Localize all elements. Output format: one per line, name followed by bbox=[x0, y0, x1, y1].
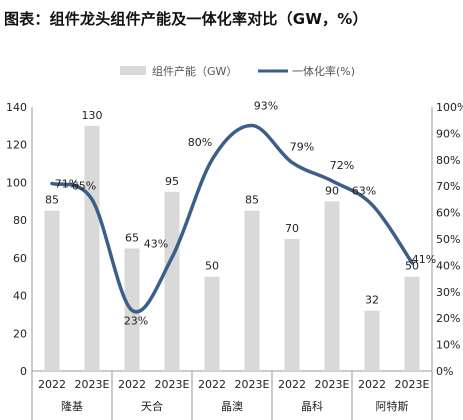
y-right-tick-label: 80% bbox=[436, 154, 460, 167]
chart-title: 图表：组件龙头组件产能及一体化率对比（GW，%） bbox=[4, 10, 368, 28]
bar-series bbox=[44, 125, 420, 371]
x-tick-label: 2022 bbox=[38, 378, 66, 391]
y-right-tick-label: 50% bbox=[436, 233, 460, 246]
y-left-tick-label: 100 bbox=[6, 176, 27, 189]
x-tick-label: 2022 bbox=[358, 378, 386, 391]
y-right-tick-label: 40% bbox=[436, 259, 460, 272]
y-right-tick-label: 70% bbox=[436, 180, 460, 193]
bar-value-label: 95 bbox=[165, 175, 179, 188]
x-tick-label: 2022 bbox=[118, 378, 146, 391]
x-tick-label: 2023E bbox=[395, 378, 430, 391]
group-label: 晶科 bbox=[301, 399, 323, 413]
integration-rate-line bbox=[50, 123, 414, 314]
bar bbox=[204, 276, 220, 371]
bar bbox=[44, 210, 60, 371]
line-value-label: 79% bbox=[290, 140, 314, 153]
bar-value-label: 90 bbox=[325, 184, 339, 197]
y-right-tick-label: 30% bbox=[436, 286, 460, 299]
y-right-tick-label: 20% bbox=[436, 312, 460, 325]
bar bbox=[284, 239, 300, 371]
line-value-label: 63% bbox=[352, 185, 376, 198]
y-right-tick-label: 0% bbox=[436, 365, 453, 378]
line-value-label: 93% bbox=[254, 99, 278, 112]
group-label: 隆基 bbox=[61, 399, 83, 413]
y-left-tick-label: 120 bbox=[6, 139, 27, 152]
legend: 组件产能（GW） 一体化率(%) bbox=[120, 64, 355, 78]
bar-value-label: 50 bbox=[205, 260, 219, 273]
y-left-tick-label: 20 bbox=[13, 327, 27, 340]
y-right-tick-label: 10% bbox=[436, 339, 460, 352]
x-tick-label: 2023E bbox=[315, 378, 350, 391]
y-right-tick-label: 100% bbox=[436, 101, 463, 114]
group-label: 晶澳 bbox=[221, 400, 243, 413]
group-label: 天合 bbox=[141, 399, 163, 413]
bar bbox=[84, 125, 100, 371]
bar bbox=[404, 276, 420, 371]
y-right-tick-label: 60% bbox=[436, 207, 460, 220]
y-left-tick-label: 80 bbox=[13, 214, 27, 227]
legend-bar-swatch bbox=[120, 66, 146, 75]
bar-value-label: 85 bbox=[45, 194, 59, 207]
x-tick-label: 2023E bbox=[75, 378, 110, 391]
x-tick-label: 2023E bbox=[235, 378, 270, 391]
axes: 0 20 40 60 80 100 120 140 0% 10% 20% 30% 40% 50% 60% 70… bbox=[6, 101, 463, 420]
x-tick-label: 2023E bbox=[155, 378, 190, 391]
data-labels: 85 130 65 95 50 85 70 90 32 50 71%65% 23% 43% 80% 93% 7… bbox=[45, 99, 436, 327]
line-value-label: 65% bbox=[72, 179, 96, 192]
group-label: 阿特斯 bbox=[376, 399, 409, 413]
bar-value-label: 50 bbox=[405, 260, 419, 273]
y-left-tick-label: 0 bbox=[20, 365, 27, 378]
bar bbox=[244, 210, 260, 371]
line-value-label: 72% bbox=[330, 159, 354, 172]
line-value-label: 43% bbox=[144, 237, 168, 250]
bar bbox=[324, 201, 340, 371]
y-left-tick-label: 140 bbox=[6, 101, 27, 114]
line-value-label: 80% bbox=[188, 136, 212, 149]
x-tick-label: 2022 bbox=[278, 378, 306, 391]
line-value-label: 41% bbox=[412, 253, 436, 266]
line-value-label: 71% bbox=[55, 178, 79, 191]
bar-value-label: 130 bbox=[82, 109, 103, 122]
y-right-tick-label: 90% bbox=[436, 127, 460, 140]
legend-line-label: 一体化率(%) bbox=[292, 64, 355, 78]
y-left-tick-label: 60 bbox=[13, 252, 27, 265]
y-left-tick-label: 40 bbox=[13, 290, 27, 303]
bar-value-label: 70 bbox=[285, 222, 299, 235]
bar-value-label: 65 bbox=[125, 231, 139, 244]
line-value-label: 23% bbox=[124, 314, 148, 327]
bar bbox=[364, 310, 380, 371]
bar-value-label: 32 bbox=[365, 294, 379, 307]
line-series bbox=[50, 123, 414, 314]
bar bbox=[164, 191, 180, 371]
bar-value-label: 85 bbox=[245, 194, 259, 207]
x-tick-label: 2022 bbox=[198, 378, 226, 391]
legend-bar-label: 组件产能（GW） bbox=[152, 64, 237, 78]
